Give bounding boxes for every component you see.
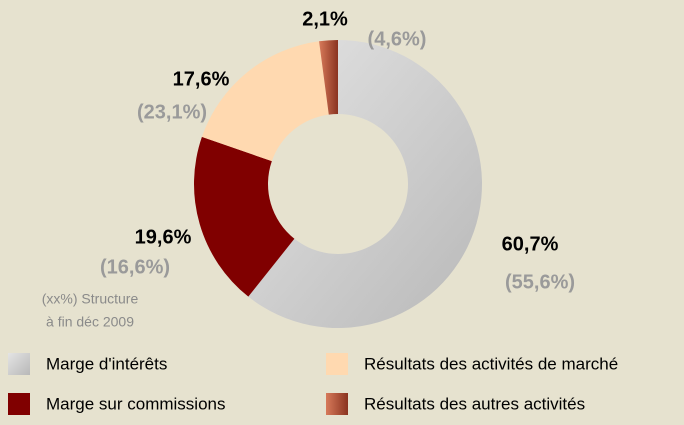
- value-label: 17,6%: [173, 68, 230, 90]
- slice: [201, 41, 329, 162]
- value-label: 60,7%: [502, 233, 559, 255]
- value-label: 2,1%: [302, 8, 348, 30]
- previous-label: (4,6%): [368, 28, 427, 50]
- annotation-line: à fin déc 2009: [46, 314, 134, 330]
- previous-label: (16,6%): [100, 256, 170, 278]
- legend-swatch: [326, 353, 348, 375]
- previous-label: (55,6%): [505, 271, 575, 293]
- legend-swatch: [8, 393, 30, 415]
- value-label: 19,6%: [135, 226, 192, 248]
- slice: [194, 136, 295, 297]
- legend-swatch: [326, 393, 348, 415]
- legend-label: Marge d'intérêts: [46, 354, 167, 373]
- annotation-line: (xx%) Structure: [42, 291, 139, 307]
- legend-swatch: [8, 353, 30, 375]
- legend-label: Résultats des activités de marché: [364, 354, 618, 373]
- slice: [319, 40, 338, 115]
- slice: [248, 40, 483, 328]
- donut: [194, 40, 483, 328]
- legend-label: Résultats des autres activités: [364, 394, 585, 413]
- previous-label: (23,1%): [137, 101, 207, 123]
- legend-label: Marge sur commissions: [46, 394, 226, 413]
